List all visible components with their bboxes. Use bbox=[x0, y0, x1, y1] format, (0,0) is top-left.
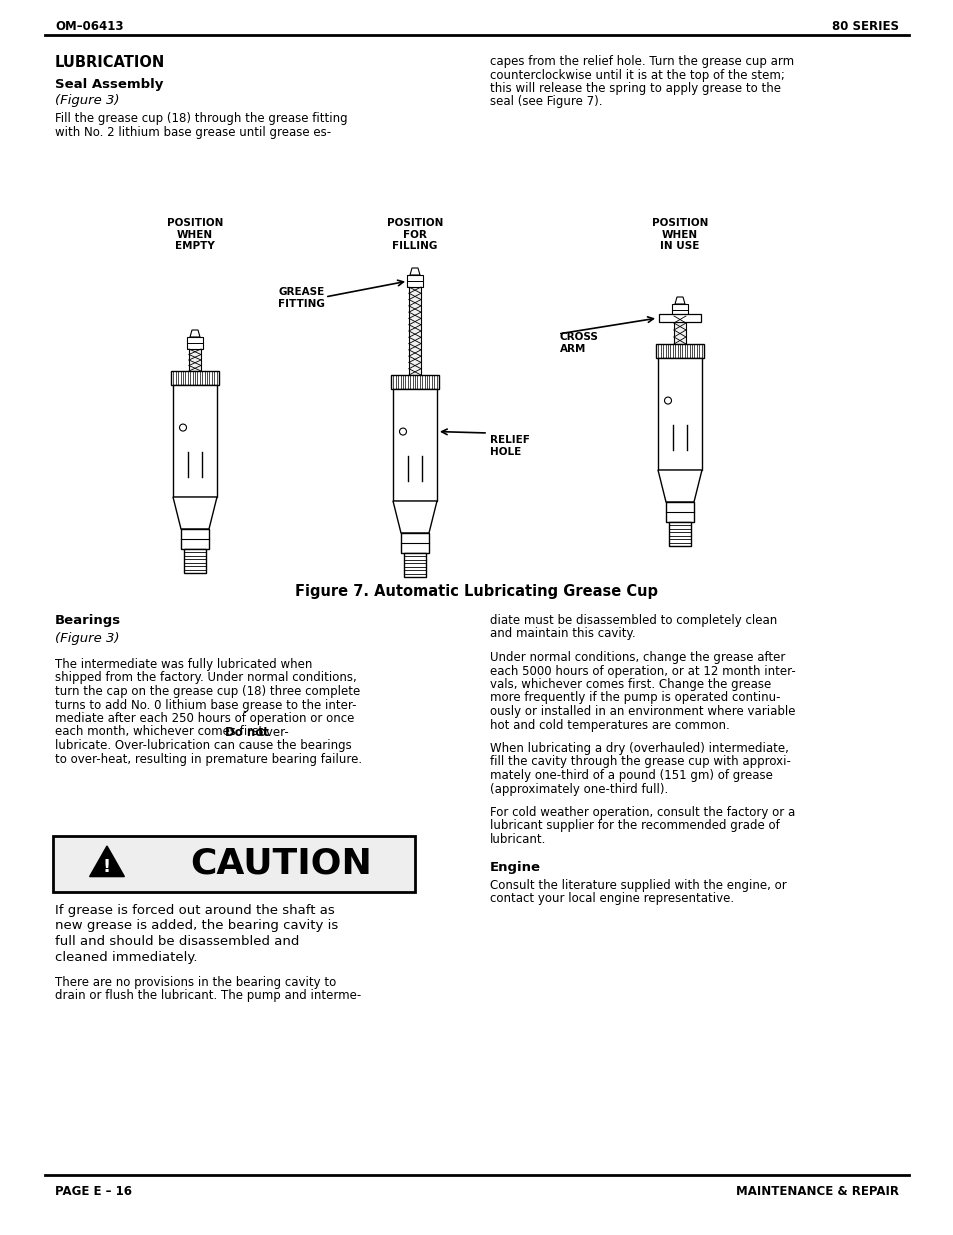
Polygon shape bbox=[393, 501, 436, 534]
Text: CAUTION: CAUTION bbox=[190, 847, 372, 881]
Text: with No. 2 lithium base grease until grease es-: with No. 2 lithium base grease until gre… bbox=[55, 126, 331, 140]
Text: MAINTENANCE & REPAIR: MAINTENANCE & REPAIR bbox=[735, 1186, 898, 1198]
Text: LUBRICATION: LUBRICATION bbox=[55, 56, 165, 70]
Polygon shape bbox=[658, 471, 701, 501]
Text: OM–06413: OM–06413 bbox=[55, 20, 123, 33]
Polygon shape bbox=[172, 385, 216, 496]
Polygon shape bbox=[675, 296, 684, 304]
Text: vals, whichever comes first. Change the grease: vals, whichever comes first. Change the … bbox=[490, 678, 770, 692]
Text: contact your local engine representative.: contact your local engine representative… bbox=[490, 892, 734, 905]
Polygon shape bbox=[90, 846, 124, 877]
Polygon shape bbox=[400, 534, 429, 553]
Text: There are no provisions in the bearing cavity to: There are no provisions in the bearing c… bbox=[55, 976, 335, 989]
Text: Engine: Engine bbox=[490, 861, 540, 873]
Text: GREASE
FITTING: GREASE FITTING bbox=[278, 287, 325, 309]
Text: mediate after each 250 hours of operation or once: mediate after each 250 hours of operatio… bbox=[55, 713, 354, 725]
Text: (Figure 3): (Figure 3) bbox=[55, 632, 119, 645]
Text: (Figure 3): (Figure 3) bbox=[55, 94, 119, 107]
Text: diate must be disassembled to completely clean: diate must be disassembled to completely… bbox=[490, 614, 777, 627]
Text: fill the cavity through the grease cup with approxi-: fill the cavity through the grease cup w… bbox=[490, 756, 790, 768]
Text: full and should be disassembled and: full and should be disassembled and bbox=[55, 935, 299, 948]
Polygon shape bbox=[171, 370, 219, 385]
Text: When lubricating a dry (overhauled) intermediate,: When lubricating a dry (overhauled) inte… bbox=[490, 742, 788, 755]
Text: !: ! bbox=[103, 858, 111, 876]
Polygon shape bbox=[671, 304, 687, 316]
Polygon shape bbox=[409, 287, 420, 375]
Polygon shape bbox=[184, 550, 206, 573]
Polygon shape bbox=[656, 345, 703, 358]
Text: more frequently if the pump is operated continu-: more frequently if the pump is operated … bbox=[490, 692, 780, 704]
Text: The intermediate was fully lubricated when: The intermediate was fully lubricated wh… bbox=[55, 658, 312, 671]
Text: RELIEF
HOLE: RELIEF HOLE bbox=[490, 435, 529, 457]
Polygon shape bbox=[181, 529, 209, 550]
Text: lubricate. Over-lubrication can cause the bearings: lubricate. Over-lubrication can cause th… bbox=[55, 739, 352, 752]
Polygon shape bbox=[665, 501, 693, 522]
Polygon shape bbox=[410, 268, 419, 275]
Text: over-: over- bbox=[255, 725, 289, 739]
Text: POSITION
FOR
FILLING: POSITION FOR FILLING bbox=[386, 219, 443, 251]
Text: mately one-third of a pound (151 gm) of grease: mately one-third of a pound (151 gm) of … bbox=[490, 769, 772, 782]
Text: turn the cap on the grease cup (18) three complete: turn the cap on the grease cup (18) thre… bbox=[55, 685, 360, 698]
Text: (approximately one-third full).: (approximately one-third full). bbox=[490, 783, 667, 795]
Text: ously or installed in an environment where variable: ously or installed in an environment whe… bbox=[490, 705, 795, 718]
Text: and maintain this cavity.: and maintain this cavity. bbox=[490, 627, 635, 641]
Text: shipped from the factory. Under normal conditions,: shipped from the factory. Under normal c… bbox=[55, 672, 356, 684]
Text: Do not: Do not bbox=[225, 725, 269, 739]
Text: new grease is added, the bearing cavity is: new grease is added, the bearing cavity … bbox=[55, 920, 338, 932]
Text: Seal Assembly: Seal Assembly bbox=[55, 78, 163, 91]
Text: PAGE E – 16: PAGE E – 16 bbox=[55, 1186, 132, 1198]
Text: turns to add No. 0 lithium base grease to the inter-: turns to add No. 0 lithium base grease t… bbox=[55, 699, 356, 711]
Text: POSITION
WHEN
IN USE: POSITION WHEN IN USE bbox=[651, 219, 707, 251]
Text: to over-heat, resulting in premature bearing failure.: to over-heat, resulting in premature bea… bbox=[55, 752, 362, 766]
Text: cleaned immediately.: cleaned immediately. bbox=[55, 951, 197, 963]
Polygon shape bbox=[393, 389, 436, 501]
Text: Figure 7. Automatic Lubricating Grease Cup: Figure 7. Automatic Lubricating Grease C… bbox=[295, 584, 658, 599]
Text: Fill the grease cup (18) through the grease fitting: Fill the grease cup (18) through the gre… bbox=[55, 112, 347, 125]
Text: counterclockwise until it is at the top of the stem;: counterclockwise until it is at the top … bbox=[490, 68, 784, 82]
Polygon shape bbox=[659, 314, 700, 322]
FancyBboxPatch shape bbox=[53, 836, 415, 892]
Polygon shape bbox=[658, 358, 701, 471]
Polygon shape bbox=[187, 337, 203, 350]
Polygon shape bbox=[190, 330, 200, 337]
Text: hot and cold temperatures are common.: hot and cold temperatures are common. bbox=[490, 719, 729, 731]
Polygon shape bbox=[189, 350, 201, 370]
Polygon shape bbox=[673, 316, 685, 345]
Text: CROSS
ARM: CROSS ARM bbox=[559, 332, 598, 353]
Polygon shape bbox=[407, 275, 422, 287]
Text: For cold weather operation, consult the factory or a: For cold weather operation, consult the … bbox=[490, 806, 795, 819]
Text: lubricant supplier for the recommended grade of: lubricant supplier for the recommended g… bbox=[490, 820, 779, 832]
Text: each 5000 hours of operation, or at 12 month inter-: each 5000 hours of operation, or at 12 m… bbox=[490, 664, 795, 678]
Text: 80 SERIES: 80 SERIES bbox=[831, 20, 898, 33]
Text: lubricant.: lubricant. bbox=[490, 832, 546, 846]
Polygon shape bbox=[403, 553, 426, 577]
Text: Under normal conditions, change the grease after: Under normal conditions, change the grea… bbox=[490, 651, 784, 664]
Polygon shape bbox=[668, 522, 690, 546]
Text: each month, whichever comes first.: each month, whichever comes first. bbox=[55, 725, 271, 739]
Text: this will release the spring to apply grease to the: this will release the spring to apply gr… bbox=[490, 82, 781, 95]
Polygon shape bbox=[391, 375, 438, 389]
Text: capes from the relief hole. Turn the grease cup arm: capes from the relief hole. Turn the gre… bbox=[490, 56, 793, 68]
Polygon shape bbox=[172, 496, 216, 529]
Text: drain or flush the lubricant. The pump and interme-: drain or flush the lubricant. The pump a… bbox=[55, 989, 361, 1003]
Text: If grease is forced out around the shaft as: If grease is forced out around the shaft… bbox=[55, 904, 335, 918]
Text: seal (see Figure 7).: seal (see Figure 7). bbox=[490, 95, 602, 109]
Text: Consult the literature supplied with the engine, or: Consult the literature supplied with the… bbox=[490, 878, 786, 892]
Text: Bearings: Bearings bbox=[55, 614, 121, 627]
Text: POSITION
WHEN
EMPTY: POSITION WHEN EMPTY bbox=[167, 219, 223, 251]
